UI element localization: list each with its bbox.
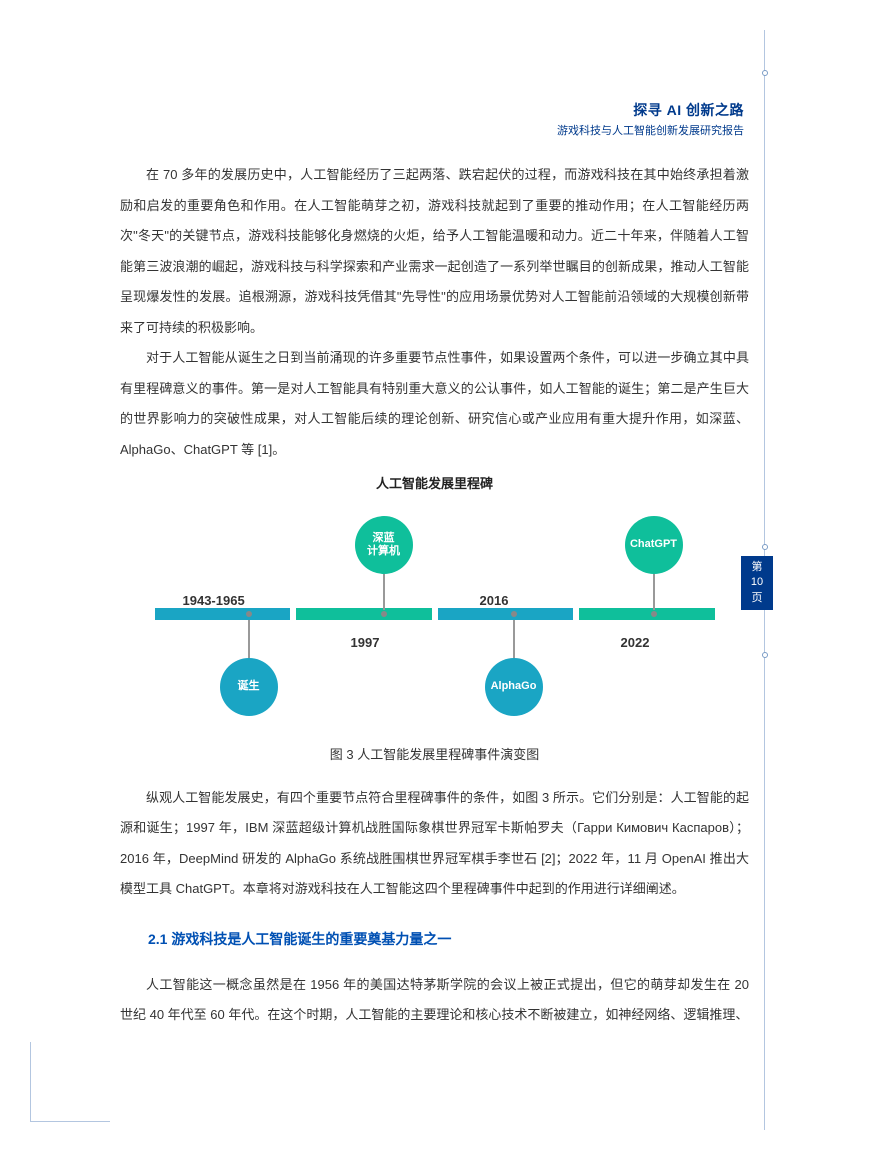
timeline-connector-1 <box>383 572 385 610</box>
timeline-bar-1 <box>296 608 432 620</box>
node-label: 深蓝 <box>373 532 395 545</box>
timeline-connector-3 <box>653 572 655 610</box>
timeline-year-1: 1997 <box>351 628 380 659</box>
paragraph-2: 对于人工智能从诞生之日到当前涌现的许多重要节点性事件，如果设置两个条件，可以进一… <box>120 343 749 465</box>
timeline-dot-3 <box>651 611 657 617</box>
timeline-connector-0 <box>248 620 250 660</box>
timeline-node-3: ChatGPT <box>625 516 683 574</box>
node-label: ChatGPT <box>630 538 677 551</box>
timeline-dot-1 <box>381 611 387 617</box>
timeline-chart: 诞生 1943-1965 深蓝计算机 1997 AlphaGo 2016 ChatGPT 20… <box>155 508 715 738</box>
timeline-node-1: 深蓝计算机 <box>355 516 413 574</box>
paragraph-1: 在 70 多年的发展历史中，人工智能经历了三起两落、跌宕起伏的过程，而游戏科技在… <box>120 160 749 343</box>
timeline-year-2: 2016 <box>480 586 509 617</box>
timeline-node-2: AlphaGo <box>485 658 543 716</box>
paragraph-3: 纵观人工智能发展史，有四个重要节点符合里程碑事件的条件，如图 3 所示。它们分别… <box>120 783 749 905</box>
node-label: 计算机 <box>367 545 400 558</box>
timeline-year-0: 1943-1965 <box>183 586 245 617</box>
timeline-dot-0 <box>246 611 252 617</box>
paragraph-4: 人工智能这一概念虽然是在 1956 年的美国达特茅斯学院的会议上被正式提出，但它… <box>120 970 749 1031</box>
chart-title: 人工智能发展里程碑 <box>120 469 749 500</box>
timeline-year-3: 2022 <box>621 628 650 659</box>
section-heading-2-1: 2.1 游戏科技是人工智能诞生的重要奠基力量之一 <box>120 923 749 956</box>
node-label: AlphaGo <box>491 680 537 693</box>
timeline-bar-3 <box>579 608 715 620</box>
timeline-connector-2 <box>513 620 515 660</box>
page-header: 探寻 AI 创新之路 游戏科技与人工智能创新发展研究报告 <box>557 100 744 138</box>
margin-line-bottom <box>30 1121 110 1122</box>
figure-caption: 图 3 人工智能发展里程碑事件演变图 <box>120 740 749 771</box>
body-content: 在 70 多年的发展历史中，人工智能经历了三起两落、跌宕起伏的过程，而游戏科技在… <box>120 160 749 1031</box>
header-title: 探寻 AI 创新之路 <box>557 100 744 120</box>
timeline-node-0: 诞生 <box>220 658 278 716</box>
header-subtitle: 游戏科技与人工智能创新发展研究报告 <box>557 122 744 138</box>
timeline-dot-2 <box>511 611 517 617</box>
node-label: 诞生 <box>238 680 260 693</box>
